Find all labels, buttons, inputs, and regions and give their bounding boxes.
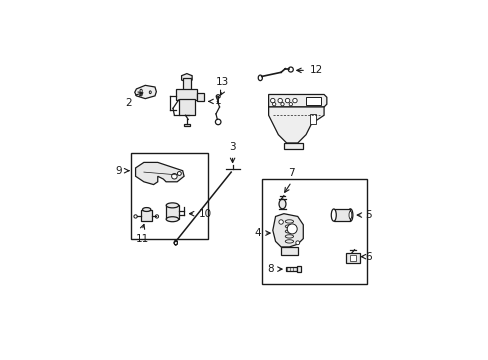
Bar (285, 267, 297, 271)
Bar (333, 209, 350, 221)
Polygon shape (181, 73, 192, 82)
Bar (183, 78, 191, 90)
Text: 10: 10 (198, 209, 211, 219)
Circle shape (286, 224, 297, 234)
Polygon shape (268, 107, 324, 143)
Text: 2: 2 (125, 98, 132, 108)
Ellipse shape (347, 209, 352, 221)
Bar (350, 255, 355, 261)
Polygon shape (135, 162, 183, 185)
Text: 3: 3 (229, 142, 235, 152)
Circle shape (277, 98, 282, 103)
Ellipse shape (166, 203, 178, 208)
Circle shape (272, 103, 275, 106)
Ellipse shape (149, 91, 151, 94)
Circle shape (292, 98, 297, 103)
Polygon shape (268, 94, 326, 107)
Polygon shape (272, 214, 303, 247)
Bar (346, 253, 359, 263)
Ellipse shape (140, 93, 142, 96)
Circle shape (285, 98, 289, 103)
Circle shape (280, 103, 284, 106)
Text: 7: 7 (288, 168, 294, 179)
Bar (305, 97, 321, 105)
Text: 12: 12 (309, 66, 322, 75)
Ellipse shape (330, 209, 336, 221)
Ellipse shape (348, 211, 351, 219)
Circle shape (155, 215, 158, 218)
Circle shape (288, 103, 292, 106)
Text: 6: 6 (365, 252, 371, 262)
Bar (166, 205, 178, 219)
Bar (183, 123, 189, 126)
Bar (309, 114, 315, 123)
Ellipse shape (166, 217, 178, 222)
Bar (261, 179, 366, 284)
Circle shape (270, 98, 274, 103)
Text: 4: 4 (254, 228, 261, 238)
Ellipse shape (142, 208, 150, 211)
Text: 8: 8 (267, 264, 273, 274)
Circle shape (134, 215, 137, 218)
Bar (176, 90, 197, 100)
Text: 11: 11 (135, 234, 148, 244)
Text: 5: 5 (365, 210, 371, 220)
Text: 9: 9 (115, 166, 122, 176)
Ellipse shape (279, 199, 285, 209)
Polygon shape (281, 247, 297, 255)
Circle shape (171, 174, 177, 179)
Ellipse shape (140, 89, 142, 93)
Bar (179, 99, 194, 115)
Bar (131, 153, 207, 239)
Polygon shape (135, 85, 156, 99)
Bar (297, 266, 301, 272)
Text: 1: 1 (215, 96, 221, 107)
Bar (197, 93, 204, 102)
Text: 13: 13 (216, 77, 229, 87)
Circle shape (278, 220, 283, 224)
Polygon shape (284, 143, 303, 149)
Circle shape (177, 172, 181, 175)
Bar (141, 210, 152, 221)
Circle shape (295, 241, 299, 245)
